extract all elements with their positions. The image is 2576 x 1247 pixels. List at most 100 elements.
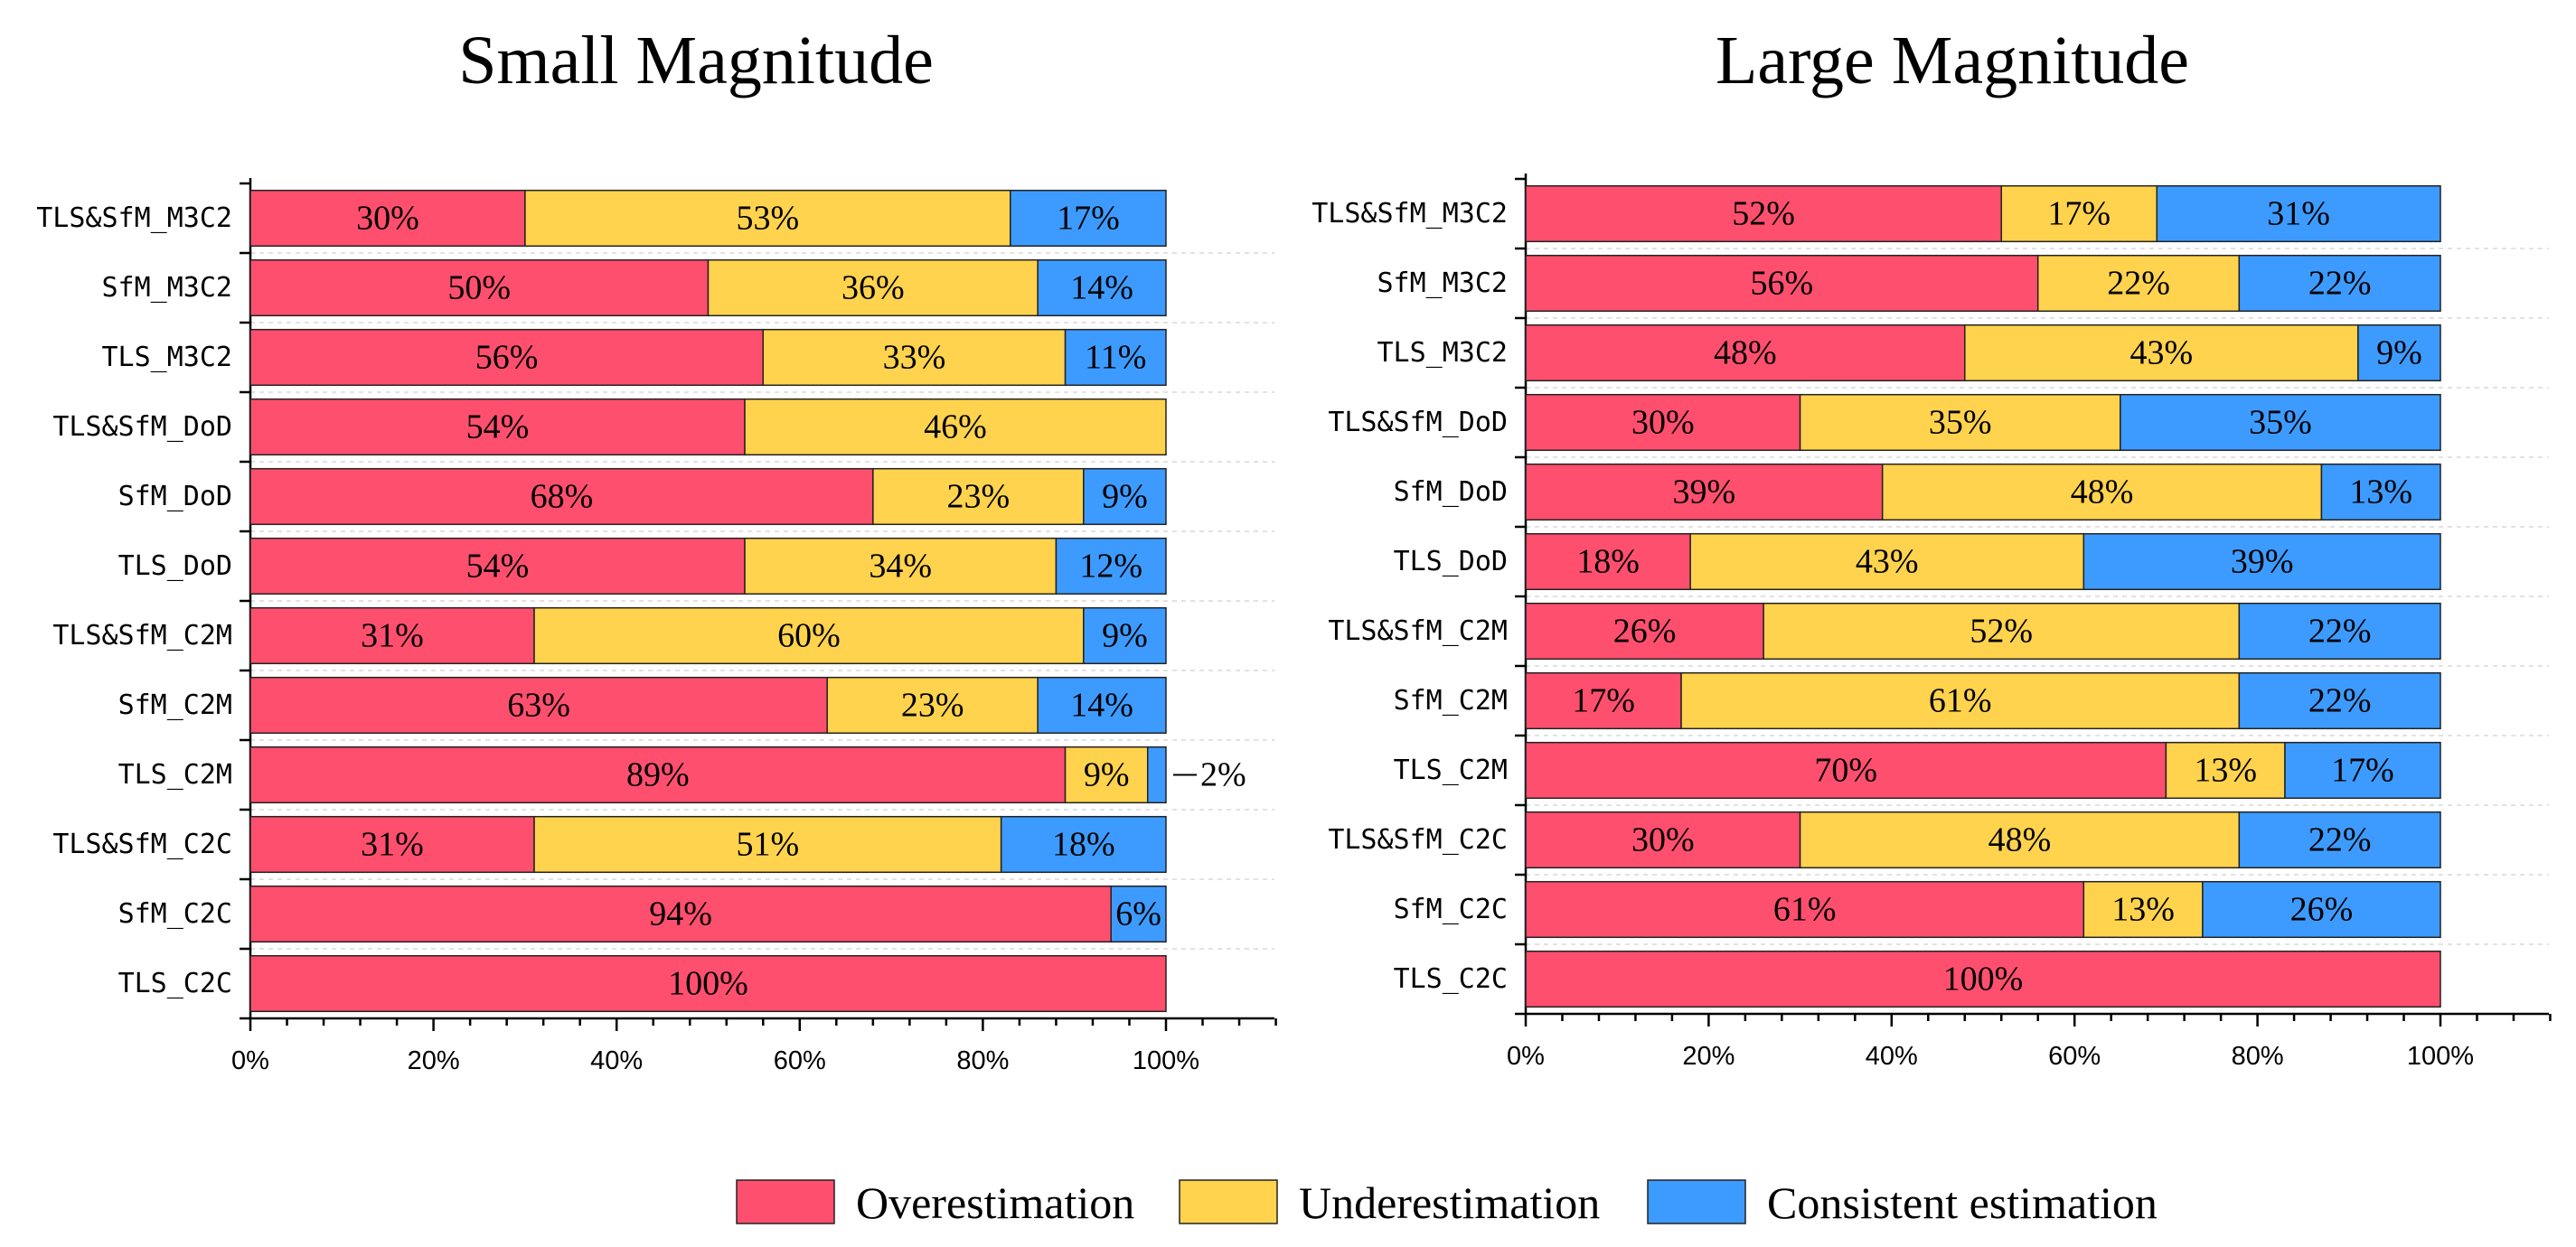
data-label: 26% [2290, 891, 2354, 929]
data-label: 30% [1631, 404, 1695, 442]
data-label: 33% [883, 339, 946, 377]
bar-sfm-dod-overestimation [1525, 463, 1884, 521]
bar-tls-and-sfm-dod-consistent [2120, 393, 2441, 452]
legend: Overestimation Underestimation Consistent … [736, 1177, 2158, 1228]
bar-tls-and-sfm-dod-overestimation [1525, 393, 1801, 452]
bar-sfm-m3c2-consistent [2238, 254, 2441, 313]
y-tick-label: TLS&SfM_C2M [52, 620, 232, 652]
y-tick-label: TLS&SfM_C2C [52, 829, 232, 860]
data-label: 56% [475, 339, 539, 377]
bar-tls-and-sfm-c2m-underestimation [1763, 602, 2241, 661]
bar-tls-and-sfm-c2c-consistent [2238, 811, 2441, 869]
data-label: 61% [1929, 682, 1992, 720]
y-tick-label: TLS&SfM_C2C [1328, 824, 1508, 856]
data-label: 26% [1613, 613, 1677, 651]
x-tick-label: 100% [1133, 1046, 1199, 1075]
y-tick-label: SfM_DoD [1394, 476, 1508, 508]
y-tick-label: SfM_M3C2 [1377, 267, 1509, 299]
bar-sfm-c2m-overestimation [1525, 671, 1682, 730]
bar-sfm-c2c-overestimation [249, 885, 1112, 943]
bar-tls-and-sfm-c2m-overestimation [249, 606, 535, 665]
data-label: 18% [1052, 826, 1115, 864]
data-label: 54% [466, 408, 530, 446]
y-tick-label: TLS_C2M [118, 759, 232, 791]
data-label: 54% [466, 548, 530, 586]
legend-label-overestimation: Overestimation [856, 1177, 1134, 1228]
y-tick-label: TLS_DoD [118, 550, 232, 582]
data-label: 14% [1070, 687, 1133, 725]
bar-tls-m3c2-overestimation [249, 328, 765, 387]
data-label: 36% [841, 269, 905, 307]
bar-sfm-c2c-consistent [1110, 885, 1167, 943]
data-label: 11% [1085, 339, 1146, 377]
y-tick-label: TLS_C2M [1394, 755, 1508, 786]
data-label: 30% [356, 200, 419, 238]
data-label: 22% [2308, 613, 2372, 651]
data-label: 17% [2331, 752, 2394, 790]
y-tick-label: SfM_DoD [118, 481, 232, 512]
data-label: 52% [1970, 613, 2033, 651]
data-label: 48% [1714, 334, 1777, 372]
bar-tls-and-sfm-dod-overestimation [249, 398, 746, 456]
y-tick-label: SfM_C2C [1394, 894, 1508, 925]
bar-tls-and-sfm-m3c2-underestimation [524, 189, 1011, 248]
x-tick-label: 0% [231, 1046, 269, 1075]
data-label: 31% [2267, 195, 2330, 233]
y-tick-label: TLS&SfM_M3C2 [36, 202, 232, 234]
x-tick-label: 60% [774, 1046, 826, 1075]
data-label: 6% [1115, 895, 1161, 933]
data-label: 17% [1572, 682, 1635, 720]
panel-large-magnitude: Large Magnitude 0% 20% 40% 60% 80% 100% TLS&SfM… [1312, 23, 2552, 1071]
x-tick-label: 80% [2232, 1042, 2284, 1071]
bar-tls-c2c-overestimation [249, 954, 1167, 1013]
y-tick-label: SfM_C2M [1394, 685, 1508, 717]
bar-tls-dod-consistent [1055, 537, 1167, 595]
bar-tls-and-sfm-c2c-consistent [1000, 815, 1167, 874]
data-label: 12% [1079, 548, 1142, 586]
legend-swatch-overestimation [736, 1179, 835, 1224]
x-tick-label: 80% [956, 1046, 1009, 1075]
y-tick-label: TLS_M3C2 [102, 342, 233, 373]
bar-tls-and-sfm-c2c-underestimation [1799, 811, 2241, 869]
data-label: 13% [2194, 752, 2257, 790]
bar-tls-dod-underestimation [1689, 532, 2085, 591]
bar-tls-and-sfm-m3c2-underestimation [2000, 184, 2158, 243]
bar-sfm-c2c-consistent [2202, 880, 2441, 939]
x-tick-label: 20% [408, 1046, 460, 1075]
data-label: 48% [2071, 473, 2134, 511]
bar-sfm-c2m-consistent [1037, 676, 1167, 735]
data-label: 52% [1732, 195, 1795, 233]
data-label: 23% [947, 478, 1011, 516]
data-label: 68% [531, 478, 594, 516]
y-tick-label: TLS&SfM_DoD [1328, 407, 1508, 438]
bar-tls-and-sfm-c2m-consistent [1083, 606, 1167, 665]
y-tick-label: TLS_DoD [1394, 546, 1508, 577]
bar-tls-m3c2-consistent [2357, 323, 2441, 382]
data-label: 9% [1102, 478, 1148, 516]
data-label: 43% [1856, 543, 1919, 581]
y-tick-label: TLS_C2C [118, 968, 232, 999]
data-label: 50% [447, 269, 511, 307]
data-label: 39% [2231, 543, 2294, 581]
y-tick-label: TLS&SfM_M3C2 [1312, 198, 1508, 230]
data-label: 31% [361, 617, 424, 655]
data-label: 22% [2308, 682, 2372, 720]
data-label: 61% [1773, 891, 1837, 929]
legend-swatch-underestimation [1179, 1179, 1278, 1224]
bar-sfm-m3c2-consistent [1037, 258, 1167, 317]
data-label: 34% [869, 548, 932, 586]
y-tick-label: SfM_C2M [118, 689, 232, 721]
data-label: 22% [2308, 265, 2372, 303]
data-label: 18% [1576, 543, 1640, 581]
data-label: 56% [1751, 265, 1814, 303]
data-label: 35% [1929, 404, 1992, 442]
bar-tls-c2m-consistent [2284, 741, 2441, 800]
bar-tls-m3c2-consistent [1064, 328, 1167, 387]
legend-label-underestimation: Underestimation [1299, 1177, 1600, 1228]
data-label: 48% [1988, 821, 2052, 859]
x-tick-label: 100% [2407, 1042, 2474, 1071]
bar-sfm-m3c2-overestimation [1525, 254, 2039, 313]
data-label: 22% [2107, 265, 2170, 303]
data-label: 94% [649, 895, 712, 933]
